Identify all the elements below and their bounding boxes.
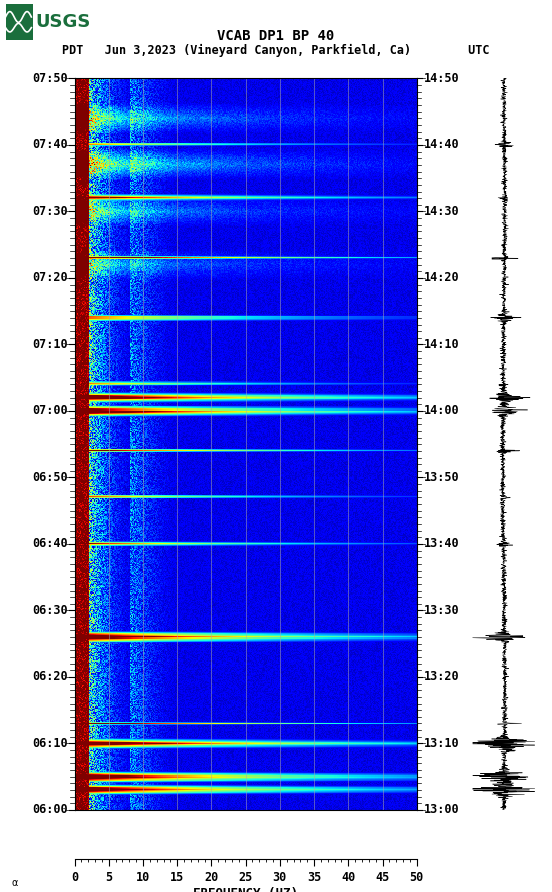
Text: 07:40: 07:40 (32, 138, 68, 152)
Text: 13:20: 13:20 (423, 671, 459, 683)
Text: 14:50: 14:50 (423, 72, 459, 85)
Text: 07:10: 07:10 (32, 338, 68, 351)
Text: 14:40: 14:40 (423, 138, 459, 152)
Text: 13:40: 13:40 (423, 538, 459, 550)
Text: 14:00: 14:00 (423, 404, 459, 417)
Text: 13:00: 13:00 (423, 804, 459, 816)
Text: 14:20: 14:20 (423, 271, 459, 285)
Text: 06:00: 06:00 (32, 804, 68, 816)
Text: 14:30: 14:30 (423, 205, 459, 218)
Text: 13:50: 13:50 (423, 471, 459, 484)
Text: 13:30: 13:30 (423, 604, 459, 617)
Text: 06:30: 06:30 (32, 604, 68, 617)
Text: VCAB DP1 BP 40: VCAB DP1 BP 40 (217, 29, 335, 44)
Text: 06:10: 06:10 (32, 737, 68, 750)
Text: USGS: USGS (36, 13, 91, 31)
Text: 07:50: 07:50 (32, 72, 68, 85)
Text: PDT   Jun 3,2023 (Vineyard Canyon, Parkfield, Ca)        UTC: PDT Jun 3,2023 (Vineyard Canyon, Parkfie… (62, 44, 490, 57)
Text: α: α (11, 878, 18, 888)
Text: 07:20: 07:20 (32, 271, 68, 285)
Bar (6, 4, 33, 40)
Text: 07:30: 07:30 (32, 205, 68, 218)
X-axis label: FREQUENCY (HZ): FREQUENCY (HZ) (193, 887, 298, 892)
Text: 14:10: 14:10 (423, 338, 459, 351)
Text: 06:50: 06:50 (32, 471, 68, 484)
Text: 06:20: 06:20 (32, 671, 68, 683)
Text: 06:40: 06:40 (32, 538, 68, 550)
Text: 13:10: 13:10 (423, 737, 459, 750)
Text: 07:00: 07:00 (32, 404, 68, 417)
